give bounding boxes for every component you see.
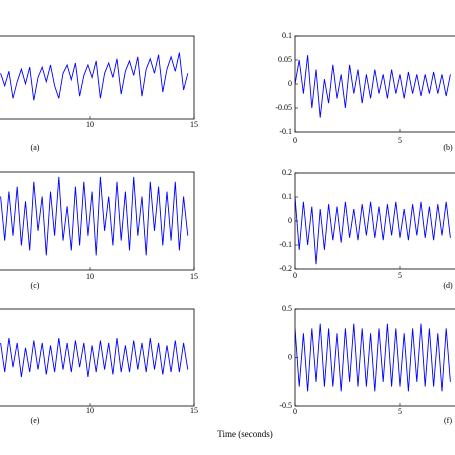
x-tick-label: 5 [398, 136, 402, 145]
y-tick-label: 0.1 [282, 31, 292, 40]
signal-line [295, 55, 451, 118]
axes-box [0, 308, 195, 407]
axes-box [0, 171, 195, 271]
x-tick-label: 10 [86, 120, 94, 129]
panel-label: (a) [31, 143, 40, 152]
y-tick-label: 0 [288, 216, 292, 225]
signal-line [295, 323, 451, 392]
signal-line [0, 52, 189, 101]
y-tick-label: -0.2 [279, 264, 292, 273]
axes-box [0, 35, 195, 120]
signal-line [0, 176, 189, 256]
x-tick-label: 15 [190, 120, 198, 129]
x-tick-label: 15 [190, 272, 198, 281]
x-tick-label: 10 [86, 406, 94, 415]
y-tick-label: 0.05 [278, 55, 292, 64]
x-axis-label: Time (seconds) [217, 429, 272, 439]
y-tick-label: -0.5 [279, 401, 292, 410]
x-tick-label: 0 [293, 407, 297, 416]
x-tick-label: 5 [398, 271, 402, 280]
x-tick-label: 5 [398, 407, 402, 416]
panel-label: (b) [443, 143, 453, 152]
x-tick-label: 0 [293, 136, 297, 145]
x-tick-label: 15 [190, 406, 198, 415]
y-tick-label: 0.1 [282, 192, 292, 201]
y-tick-label: -0.05 [275, 103, 292, 112]
x-tick-label: 0 [293, 271, 297, 280]
panel-label: (c) [31, 281, 40, 290]
axes-box [294, 308, 455, 407]
panel-label: (d) [443, 281, 453, 290]
y-tick-label: 0 [288, 79, 292, 88]
signal-line [295, 196, 451, 265]
x-tick-label: 10 [86, 272, 94, 281]
signal-line [0, 338, 189, 377]
panel-label: (f) [444, 416, 452, 425]
y-tick-label: -0.1 [279, 240, 292, 249]
y-tick-label: 0.2 [282, 168, 292, 177]
y-tick-label: -0.1 [279, 127, 292, 136]
y-tick-label: 0 [288, 352, 292, 361]
y-tick-label: 0.5 [282, 304, 292, 313]
panel-label: (e) [31, 416, 40, 425]
